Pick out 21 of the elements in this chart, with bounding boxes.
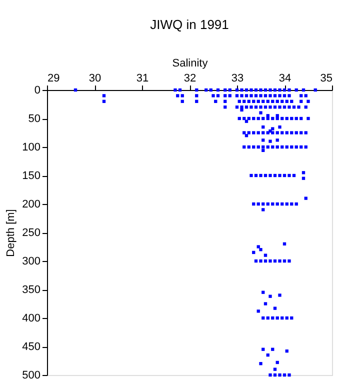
x-axis-title: Salinity — [172, 58, 208, 70]
y-tick-label: 250 — [22, 227, 40, 239]
x-tick-label: 31 — [136, 72, 149, 84]
y-axis-title: Depth [m] — [5, 209, 18, 257]
y-tick-label: 300 — [22, 256, 40, 268]
x-tick-label: 30 — [88, 72, 102, 84]
x-tick-label: 32 — [184, 72, 196, 84]
x-tick-label: 29 — [48, 72, 60, 84]
y-tick-label: 150 — [22, 170, 40, 182]
y-tick-label: 50 — [28, 113, 40, 125]
x-tick-label: 33 — [231, 72, 244, 84]
y-tick-label: 100 — [22, 142, 40, 154]
y-tick-label: 200 — [22, 198, 40, 210]
x-tick-label: 34 — [278, 72, 292, 84]
chart-title: JIWQ in 1991 — [150, 17, 229, 32]
x-tick-label: 35 — [320, 72, 332, 84]
y-tick-label: 450 — [22, 341, 40, 353]
y-tick-label: 350 — [22, 284, 40, 296]
y-tick-label: 500 — [22, 370, 40, 382]
y-tick-label: 0 — [34, 84, 40, 96]
y-tick-label: 400 — [22, 312, 40, 324]
